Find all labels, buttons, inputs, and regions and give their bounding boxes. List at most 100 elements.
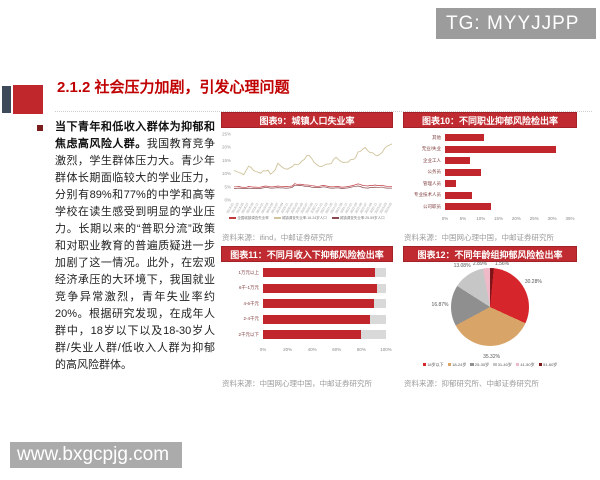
svg-text:15%: 15% [222, 158, 231, 163]
unemployment-line-chart: 25%20%15%10%5%0%2018-012018-032018-05201… [222, 132, 393, 215]
bar-row: 其他 [400, 134, 570, 141]
bar-value [263, 268, 375, 277]
svg-text:2021-03: 2021-03 [319, 202, 328, 214]
axis-tick: 35% [565, 215, 575, 221]
chart11-source: 资料来源：中国网心理中国，中邮证券研究所 [222, 379, 372, 388]
svg-text:2019-03: 2019-03 [260, 202, 269, 214]
chart12-panel: 图表12：不同年龄组抑郁风险检出率 30.28% 35.32% 16.87% 13.0… [400, 246, 580, 392]
svg-text:2020-07: 2020-07 [300, 202, 309, 214]
bar-category-label: 企业工人 [423, 157, 441, 163]
axis-tick: 0% [441, 215, 449, 221]
chart9-title: 图表9：城镇人口失业率 [221, 112, 393, 128]
axis-tick: 20% [283, 346, 293, 352]
legend-item: 城镇调查失业率:16-24岁人口 [273, 216, 327, 221]
pie-slice-label: 2.89% [472, 261, 488, 267]
bar-track [445, 134, 570, 141]
bar-track [263, 314, 386, 324]
bar-category-label: 2千元以下 [238, 331, 259, 337]
bar-value [445, 168, 481, 176]
axis-tick: 15% [494, 215, 504, 221]
svg-text:25%: 25% [222, 132, 231, 137]
svg-text:2018-05: 2018-05 [235, 202, 244, 214]
svg-text:2020-09: 2020-09 [305, 202, 314, 214]
svg-text:2020-11: 2020-11 [310, 202, 319, 214]
bar-value [263, 330, 362, 339]
bar-category-label: 公司职员 [423, 203, 441, 209]
svg-text:2018-09: 2018-09 [245, 202, 254, 214]
svg-text:2021-09: 2021-09 [334, 202, 343, 214]
chart10-x-axis: 0% 5% 10% 15% 20% 25% 30% 35% [441, 215, 575, 224]
chart11-x-axis: 0% 20% 40% 60% 80% 100% [259, 346, 392, 355]
svg-text:2022-11: 2022-11 [369, 202, 378, 214]
pie-circle [451, 268, 529, 346]
bar-row: 2千元以下 [218, 330, 386, 339]
axis-tick: 0% [259, 346, 267, 352]
bar-row: 公务员 [400, 168, 570, 176]
svg-text:2022-09: 2022-09 [364, 202, 373, 214]
svg-text:2022-01: 2022-01 [344, 202, 353, 214]
legend-item: 51-60岁 [538, 362, 557, 368]
site-watermark: www.bxgcpjg.com [10, 442, 182, 468]
svg-text:2022-07: 2022-07 [359, 202, 368, 214]
bar-category-label: 2-4千元 [243, 316, 259, 321]
pie-slice-label: 30.28% [524, 279, 542, 286]
bar-category-label: 管理人员 [423, 180, 441, 186]
bar-row: 企业工人 [400, 157, 570, 164]
svg-text:2020-03: 2020-03 [290, 202, 299, 214]
svg-text:2020-01: 2020-01 [285, 202, 294, 214]
svg-text:5%: 5% [224, 184, 231, 189]
svg-text:2019-07: 2019-07 [270, 202, 279, 214]
svg-text:2021-05: 2021-05 [324, 202, 333, 214]
chart10-panel: 图表10：不同职业抑郁风险检出率 其他 无业/失业 企业工人 公务员 管理人员 专业技术人… [400, 112, 580, 246]
bar-value [263, 283, 378, 293]
bar-track [263, 299, 386, 308]
bullet-square-icon [37, 125, 43, 131]
legend-item: 18岁以下 [422, 362, 444, 368]
logo-dark-bar [2, 86, 11, 113]
legend-item: 41-50岁 [515, 362, 535, 368]
bar-row: 2-4千元 [218, 314, 386, 324]
bar-category-label: 其他 [432, 134, 441, 140]
chart9-legend: 全国城镇调查失业率 城镇调查失业率:16-24岁人口 城镇调查失业率:25-59岁人… [218, 216, 396, 221]
bar-category-label: 4-6千元 [243, 300, 259, 306]
bar-category-label: 无业/失业 [421, 146, 441, 151]
svg-text:2018-03: 2018-03 [230, 202, 239, 214]
axis-tick: 25% [529, 215, 539, 221]
bar-value [445, 180, 456, 187]
svg-text:20%: 20% [222, 145, 231, 150]
axis-tick: 60% [332, 346, 342, 352]
bar-row: 管理人员 [400, 180, 570, 187]
chart11-panel: 图表11：不同月收入下抑郁风险检出率 1万元以上 6千-1万元 4-6千元 2-4千元… [218, 246, 396, 392]
bar-track [445, 203, 570, 210]
pie-slice-label: 1.56% [494, 261, 510, 267]
svg-text:2022-03: 2022-03 [349, 202, 358, 214]
bar-category-label: 公务员 [427, 169, 442, 174]
pie-slice-label: 16.87% [431, 302, 449, 309]
axis-tick: 10% [476, 215, 486, 221]
svg-text:2021-01: 2021-01 [314, 202, 323, 214]
svg-text:2023-01: 2023-01 [374, 202, 383, 214]
svg-text:2021-11: 2021-11 [339, 202, 348, 214]
legend-item: 18-24岁 [447, 362, 466, 368]
svg-text:2021-07: 2021-07 [329, 202, 338, 214]
bar-row: 公司职员 [400, 203, 570, 210]
bar-row: 1万元以上 [218, 268, 386, 277]
legend-item: 城镇调查失业率:25-59岁人口 [331, 216, 385, 221]
bar-track [445, 191, 570, 199]
svg-text:2018-07: 2018-07 [240, 202, 249, 214]
svg-text:2023-05: 2023-05 [384, 202, 393, 214]
body-paragraph: 当下青年和低收入群体为抑郁和焦虑高风险人群。我国教育竞争激烈，学生群体压力大。青… [55, 119, 215, 374]
bar-track [445, 168, 570, 176]
income-bar-chart: 1万元以上 6千-1万元 4-6千元 2-4千元 2千元以下 [218, 268, 396, 346]
brand-logo [2, 85, 44, 114]
axis-tick: 20% [511, 215, 521, 221]
bar-value [445, 203, 492, 210]
tg-watermark: TG: MYYJJPP [436, 8, 596, 39]
body-lead-sentence: 当下青年和低收入群体为抑郁和焦虑高风险人群。 [55, 121, 215, 150]
chart11-title: 图表11：不同月收入下抑郁风险检出率 [221, 246, 393, 262]
legend-item: 31-40岁 [493, 362, 512, 368]
logo-red-square [13, 85, 43, 114]
bar-row: 无业/失业 [400, 145, 570, 153]
svg-text:2020-05: 2020-05 [295, 202, 304, 214]
